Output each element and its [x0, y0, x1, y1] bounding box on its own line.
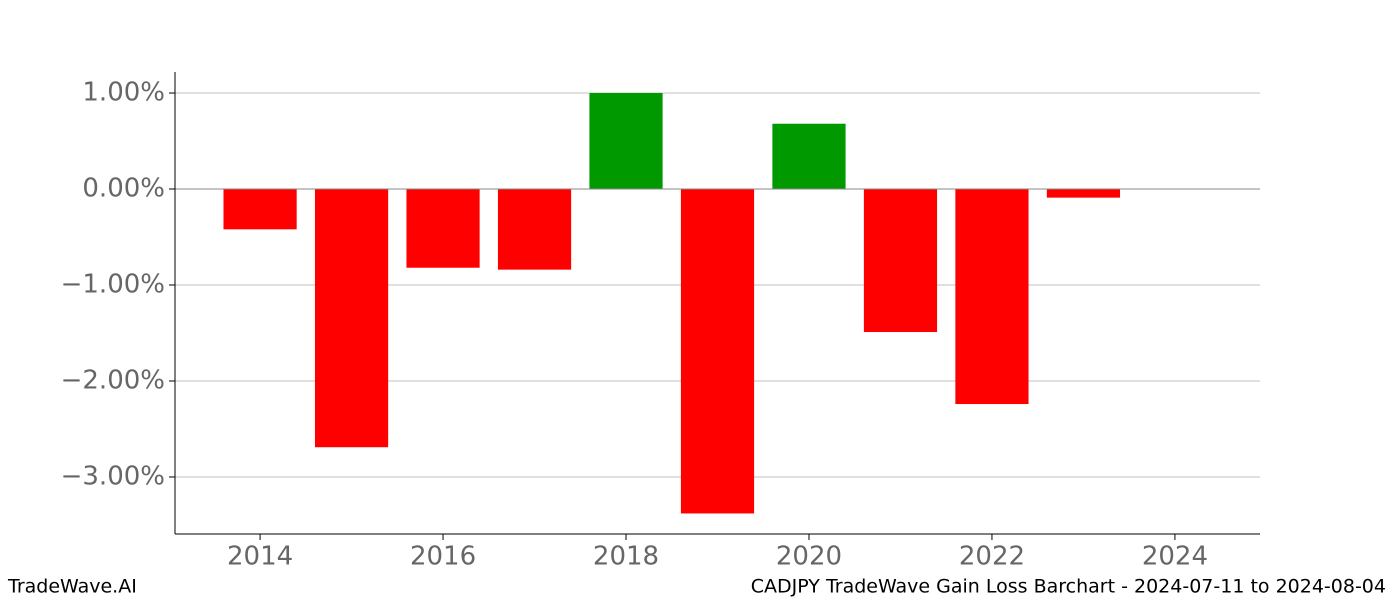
y-tick-label: 0.00% [82, 174, 165, 204]
bar [406, 189, 480, 268]
y-tick-label: 1.00% [82, 78, 165, 108]
y-tick-label: −2.00% [61, 365, 165, 395]
bar [1046, 189, 1121, 198]
x-tick-label: 2018 [593, 542, 659, 572]
y-tick-label: −1.00% [61, 270, 165, 300]
bar [223, 189, 297, 230]
bar [772, 123, 846, 190]
bar [955, 189, 1029, 405]
x-tick-label: 2024 [1142, 542, 1208, 572]
x-tick-label: 2016 [410, 542, 476, 572]
y-tick-label: −3.00% [61, 461, 165, 491]
bar [314, 189, 389, 448]
x-tick-label: 2020 [776, 542, 842, 572]
bar [497, 189, 572, 270]
bar [589, 93, 663, 190]
x-tick-label: 2022 [959, 542, 1025, 572]
bar [863, 189, 938, 333]
footer-right: CADJPY TradeWave Gain Loss Barchart - 20… [751, 576, 1386, 598]
x-tick-label: 2014 [227, 542, 293, 572]
bar [680, 189, 755, 514]
footer-left: TradeWave.AI [7, 576, 137, 598]
